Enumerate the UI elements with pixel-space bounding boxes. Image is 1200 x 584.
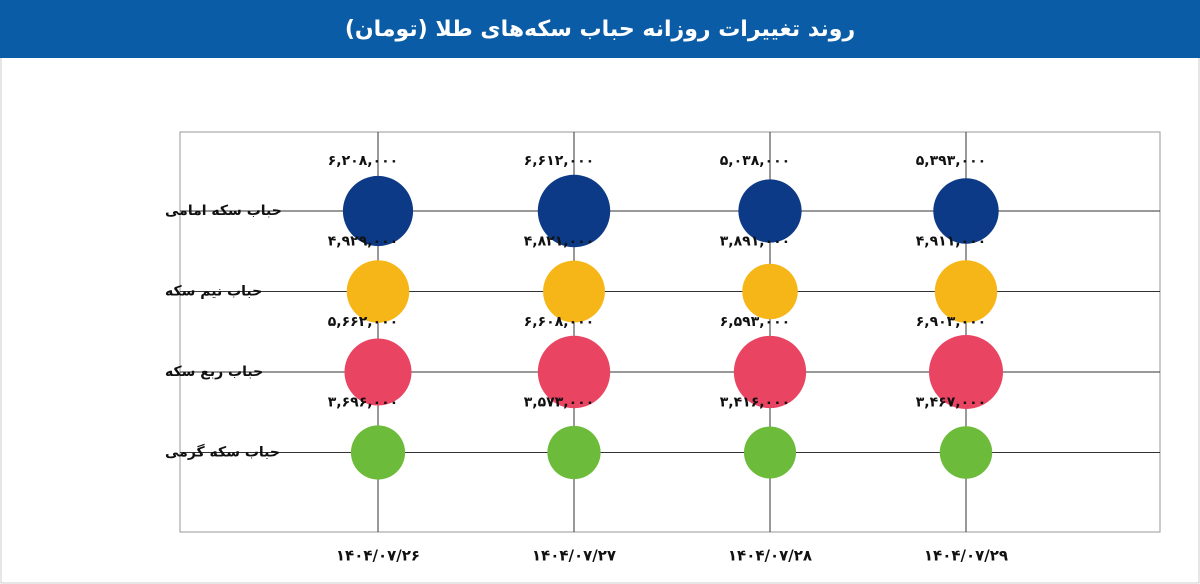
bubble — [733, 335, 807, 409]
plot-frame — [179, 131, 1161, 533]
data-label: ۵,۰۳۸,۰۰۰ — [720, 153, 790, 169]
bubble — [537, 174, 611, 248]
legend-label: حباب نیم سکه — [165, 284, 262, 300]
legend-label: حباب سکه گرمی — [165, 444, 280, 461]
data-label: ۶,۵۹۳,۰۰۰ — [720, 314, 790, 330]
bubble — [743, 426, 797, 479]
bubble — [933, 178, 999, 244]
data-label: ۴,۹۲۹,۰۰۰ — [328, 234, 398, 250]
x-tick-label: ۱۴۰۴/۰۷/۲۶ — [336, 547, 420, 565]
header-band — [0, 0, 1200, 58]
bubble — [934, 260, 998, 323]
data-label: ۴,۸۲۱,۰۰۰ — [524, 234, 594, 250]
x-tick-label: ۱۴۰۴/۰۷/۲۹ — [924, 547, 1008, 565]
bubble — [342, 175, 414, 247]
data-label: ۶,۶۰۸,۰۰۰ — [524, 314, 594, 330]
bubble — [738, 179, 802, 243]
data-label: ۶,۲۰۸,۰۰۰ — [328, 153, 398, 169]
data-label: ۳,۴۶۷,۰۰۰ — [916, 395, 986, 411]
legend-label: حباب سکه امامی — [165, 203, 282, 219]
data-label: ۵,۶۶۲,۰۰۰ — [328, 314, 398, 330]
data-label: ۶,۶۱۲,۰۰۰ — [524, 153, 594, 169]
bubble — [350, 425, 406, 480]
x-tick-label: ۱۴۰۴/۰۷/۲۸ — [728, 547, 812, 565]
legend-label: حباب ربع سکه — [165, 364, 263, 380]
bubble — [543, 260, 605, 323]
data-label: ۵,۳۹۳,۰۰۰ — [916, 153, 986, 169]
chart-title: روند تغییرات روزانه حباب سکه‌های طلا (تو… — [345, 17, 855, 42]
bubble — [939, 426, 993, 479]
bubble — [344, 338, 412, 406]
data-label: ۴,۹۱۱,۰۰۰ — [916, 234, 986, 250]
data-label: ۳,۸۹۱,۰۰۰ — [720, 234, 790, 250]
x-tick-label: ۱۴۰۴/۰۷/۲۷ — [532, 547, 616, 565]
data-label: ۳,۶۹۶,۰۰۰ — [328, 395, 398, 411]
bubble — [346, 260, 410, 323]
data-label: ۳,۴۱۶,۰۰۰ — [720, 395, 790, 411]
data-label: ۳,۵۷۳,۰۰۰ — [524, 395, 594, 411]
bubble — [537, 335, 611, 409]
bubble — [929, 335, 1003, 409]
bubble — [742, 263, 798, 320]
data-label: ۶,۹۰۳,۰۰۰ — [916, 314, 986, 330]
bubble — [547, 425, 601, 480]
